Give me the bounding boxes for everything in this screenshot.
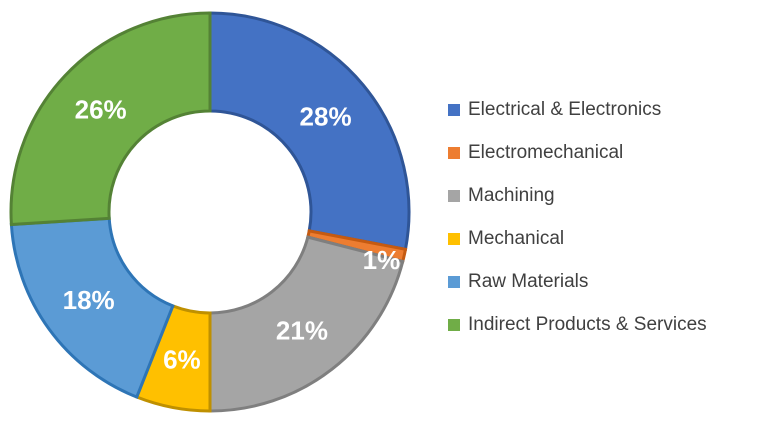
chart-legend: Electrical & Electronics Electromechanic… (448, 88, 707, 346)
legend-label: Indirect Products & Services (468, 313, 707, 335)
data-label: 26% (75, 94, 127, 124)
donut-slice-electrical-electronics (208, 11, 411, 252)
legend-swatch (448, 318, 460, 331)
data-label: 28% (300, 101, 352, 131)
legend-label: Mechanical (468, 227, 565, 249)
legend-item-electromechanical: Electromechanical (448, 131, 707, 174)
legend-swatch (448, 189, 460, 202)
donut-slice-indirect-products-services (9, 11, 212, 227)
legend-item-machining: Machining (448, 174, 707, 217)
legend-label: Electromechanical (468, 141, 624, 163)
data-label: 18% (63, 285, 115, 315)
data-label: 21% (276, 316, 328, 346)
donut-slice-machining (208, 235, 405, 413)
legend-label: Electrical & Electronics (468, 98, 662, 120)
legend-item-indirect-products-services: Indirect Products & Services (448, 303, 707, 346)
legend-swatch (448, 232, 460, 245)
legend-label: Machining (468, 184, 555, 206)
legend-swatch (448, 146, 460, 159)
legend-item-raw-materials: Raw Materials (448, 260, 707, 303)
legend-item-electrical-electronics: Electrical & Electronics (448, 88, 707, 131)
legend-label: Raw Materials (468, 270, 589, 292)
data-label: 1% (363, 245, 401, 275)
data-label: 6% (163, 344, 201, 374)
legend-item-mechanical: Mechanical (448, 217, 707, 260)
legend-swatch (448, 103, 460, 116)
legend-swatch (448, 275, 460, 288)
donut-slice-raw-materials (9, 216, 175, 399)
